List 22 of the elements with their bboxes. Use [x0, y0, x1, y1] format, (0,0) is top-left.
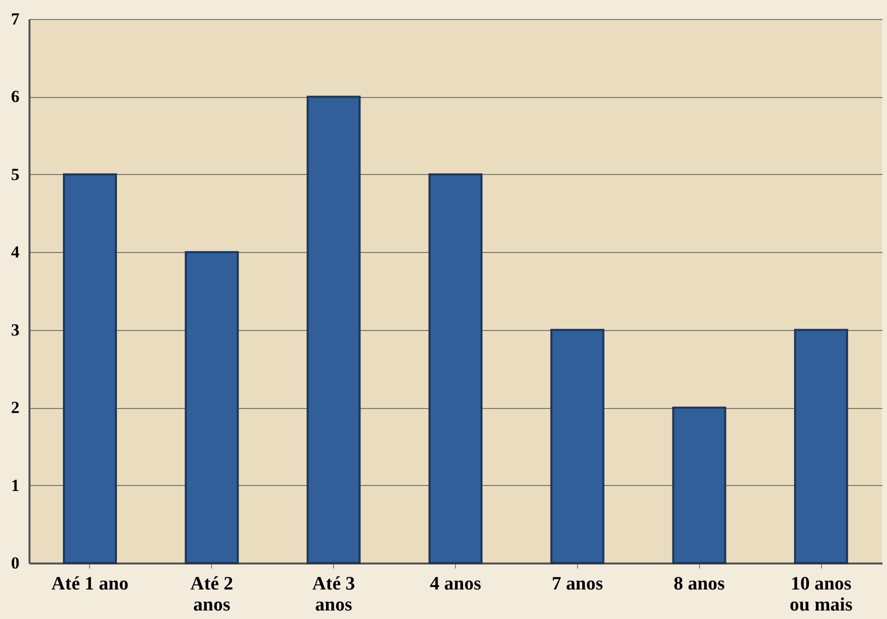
bar	[184, 251, 239, 564]
bar	[672, 406, 726, 564]
y-tick-label: 1	[11, 476, 20, 495]
bar	[794, 328, 848, 564]
bar	[306, 96, 361, 564]
x-tick-label: 4 anos	[430, 574, 482, 594]
x-tick-label: 7 anos	[552, 574, 603, 594]
y-tick-label: 2	[11, 398, 20, 418]
bar	[550, 328, 604, 564]
x-tick-label: Até 3 anos	[312, 574, 356, 616]
y-tick-label: 5	[11, 164, 20, 184]
x-tick-label: 10 anos ou mais	[790, 574, 852, 616]
y-tick-label: 7	[11, 10, 20, 28]
x-tick-label: Até 1 ano	[51, 574, 128, 594]
x-tick-label: Até 2 anos	[190, 574, 234, 616]
bar	[62, 173, 117, 564]
y-tick-label: 6	[11, 87, 20, 106]
bar	[428, 173, 482, 564]
y-tick-label: 3	[11, 320, 20, 340]
y-tick-label: 0	[11, 554, 20, 572]
y-tick-label: 4	[11, 242, 20, 262]
x-tick-label: 8 anos	[674, 574, 725, 594]
